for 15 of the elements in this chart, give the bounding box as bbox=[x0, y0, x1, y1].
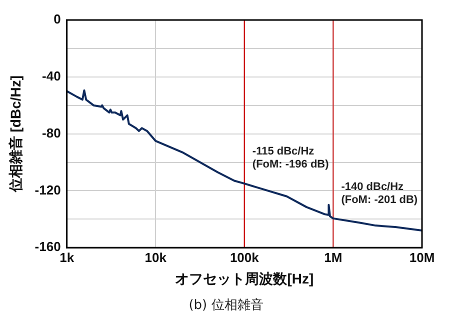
text: (b) 位相雑音 bbox=[188, 297, 264, 314]
y-tick-label: -80 bbox=[42, 125, 61, 140]
y-tick-label: -160 bbox=[34, 239, 61, 254]
y-axis-title: 位相雑音 [dBc/Hz] bbox=[7, 75, 24, 194]
y-tick-label: 0 bbox=[54, 12, 61, 27]
annotation: -115 dBc/Hz (FoM: -196 dB) bbox=[252, 146, 330, 171]
y-tick-label: -120 bbox=[34, 182, 61, 198]
x-tick-label: 10M bbox=[409, 250, 435, 265]
x-axis-title: オフセット周波数[Hz] bbox=[175, 270, 314, 286]
x-tick-label: 10k bbox=[144, 250, 168, 265]
y-tick-label: -40 bbox=[42, 68, 61, 84]
annotation: -140 dBc/Hz (FoM: -201 dB) bbox=[341, 181, 418, 206]
x-tick-label: 1k bbox=[60, 250, 75, 265]
x-tick-label: 1M bbox=[324, 250, 342, 265]
x-tick-label: 100k bbox=[230, 250, 260, 265]
